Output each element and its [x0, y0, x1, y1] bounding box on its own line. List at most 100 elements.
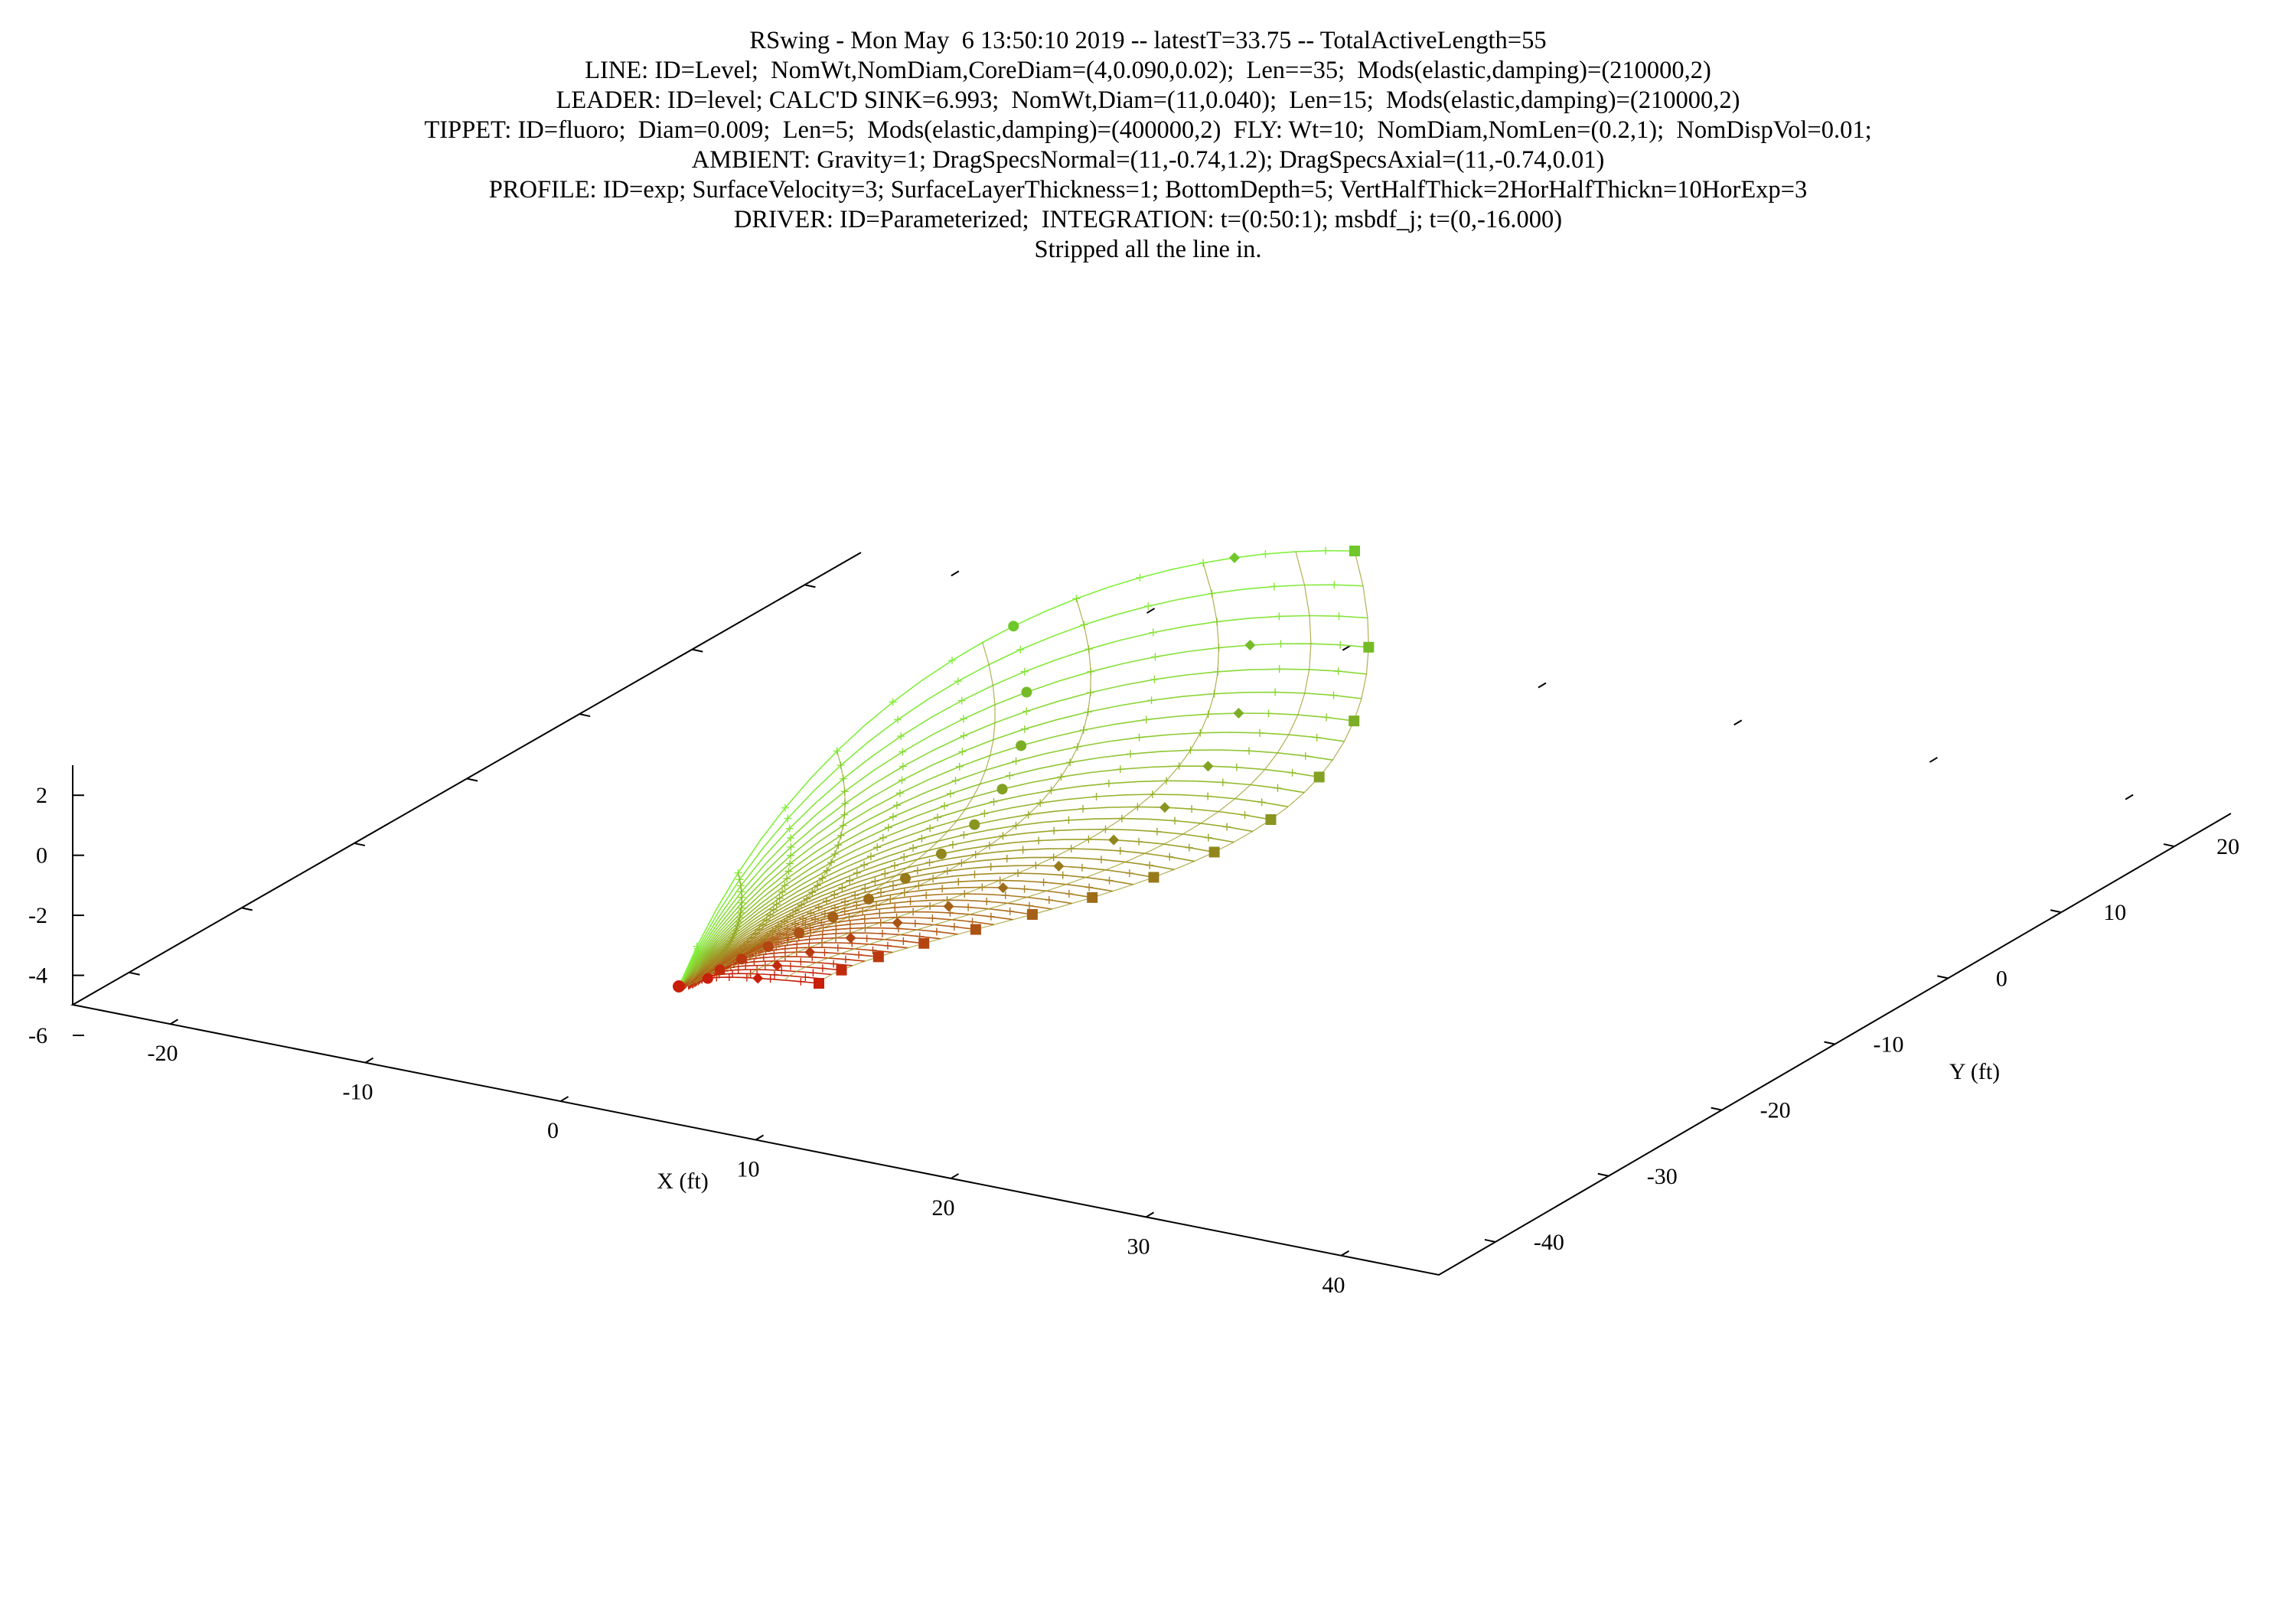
plus-marker [860, 914, 869, 923]
y-tick-mark-far [579, 713, 591, 718]
x-tick-label: 30 [1127, 1234, 1150, 1259]
plus-marker [871, 877, 879, 885]
y-tick-label: -20 [1760, 1098, 1791, 1123]
plus-marker [1245, 747, 1254, 755]
plus-marker [1085, 883, 1094, 892]
plus-marker [884, 823, 892, 832]
plus-marker [877, 888, 885, 897]
plus-marker [955, 762, 964, 771]
plot-box-floor [70, 552, 2232, 1276]
plus-marker [809, 969, 817, 977]
circle-marker [935, 848, 947, 859]
plus-marker [1012, 757, 1020, 765]
plus-marker [925, 859, 934, 867]
node-trace [746, 562, 1220, 979]
plus-marker [781, 804, 789, 812]
plus-marker [781, 944, 789, 953]
plus-marker [1232, 763, 1241, 771]
plus-marker [1257, 798, 1266, 807]
diamond-marker [997, 882, 1009, 894]
plus-marker [891, 903, 899, 911]
diamond-marker [1108, 834, 1120, 846]
y-tick-mark-far [692, 648, 703, 653]
square-marker [1208, 846, 1220, 858]
plus-marker [734, 869, 742, 877]
x-tick-label: 10 [737, 1157, 760, 1182]
plus-marker [781, 882, 789, 890]
y-tick-mark [1484, 1238, 1496, 1243]
z-tick-label: 2 [36, 783, 47, 808]
x-tick-label: 20 [932, 1195, 955, 1221]
plus-marker [861, 884, 869, 892]
plus-marker [818, 931, 827, 939]
plus-marker [1136, 573, 1144, 582]
plus-marker [770, 970, 778, 979]
plus-marker [801, 973, 810, 981]
plus-marker [954, 878, 963, 886]
x-tick-mark [1145, 1211, 1155, 1218]
plus-marker [786, 859, 794, 868]
plus-marker [860, 861, 869, 869]
plus-marker [922, 891, 931, 899]
y-tick-label: -40 [1534, 1230, 1564, 1255]
y-tick-label: 20 [2216, 834, 2239, 859]
square-marker [970, 924, 981, 935]
square-marker [1349, 546, 1360, 556]
plus-marker [1199, 559, 1208, 567]
circle-marker [1008, 621, 1019, 632]
plus-marker [957, 696, 966, 705]
y-tick-label: -30 [1647, 1164, 1678, 1189]
plus-marker [784, 867, 793, 875]
circle-marker [827, 911, 839, 923]
plus-marker [783, 875, 791, 883]
plus-marker [1274, 784, 1282, 792]
plus-marker [869, 946, 877, 954]
plus-marker [900, 853, 908, 862]
plus-marker [960, 732, 968, 740]
plus-marker [1050, 826, 1058, 835]
x-tick-mark [755, 1134, 765, 1141]
plus-marker [866, 852, 875, 861]
y-tick-mark-far [466, 777, 478, 782]
plus-marker [873, 843, 882, 852]
plus-marker [918, 834, 926, 843]
plus-marker [1288, 768, 1296, 777]
x-tick-mark-far [1538, 682, 1547, 689]
plus-marker [769, 905, 778, 914]
plus-marker [1006, 771, 1014, 780]
plus-marker [1020, 667, 1029, 676]
plus-marker [775, 894, 784, 902]
square-marker [814, 978, 824, 989]
y-tick-mark [1937, 975, 1949, 980]
plus-marker [787, 843, 795, 851]
plus-marker [895, 789, 904, 797]
plus-marker [786, 962, 794, 970]
plus-marker [889, 882, 898, 890]
y-tick-mark [2050, 909, 2062, 914]
plus-marker [960, 715, 968, 723]
title-line: LEADER: ID=level; CALC'D SINK=6.993; Nom… [556, 86, 1740, 114]
plus-marker [1270, 582, 1278, 591]
square-marker [836, 964, 847, 976]
plus-marker [1334, 667, 1342, 676]
x-tick-mark-far [1342, 644, 1351, 651]
y-tick-mark [2163, 843, 2175, 848]
plus-marker [838, 884, 846, 892]
plus-marker [851, 891, 859, 899]
title-line: TIPPET: ID=fluoro; Diam=0.009; Len=5; Mo… [424, 116, 1872, 144]
plus-marker [1223, 823, 1231, 831]
rod-tip-marker [673, 980, 685, 993]
y-tick-label: 0 [1996, 966, 2007, 991]
diamond-marker [771, 960, 783, 971]
x-tick-mark-far [1929, 757, 1938, 763]
plus-marker [775, 930, 784, 938]
plus-marker [1022, 707, 1031, 715]
plus-marker [940, 802, 948, 810]
plus-marker [898, 776, 906, 784]
y-tick-mark-far [241, 907, 253, 911]
line-state-curve [678, 865, 1154, 987]
z-tick-label: -6 [28, 1023, 47, 1048]
plus-marker [954, 677, 962, 686]
y-tick-label: 10 [2103, 900, 2126, 925]
